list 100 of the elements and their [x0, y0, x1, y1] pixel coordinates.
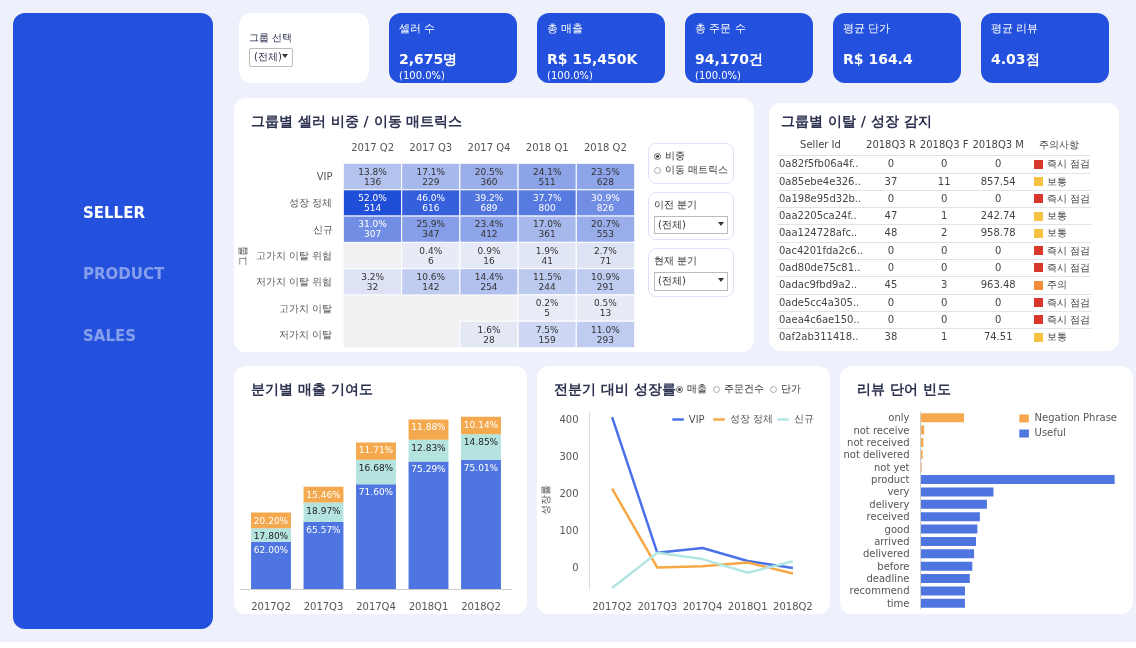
y-tick-label: not delivered	[843, 449, 910, 461]
text: 0	[940, 192, 948, 204]
text: 47	[884, 210, 898, 222]
annotation: 142	[422, 282, 440, 293]
category-label: 0ad80de75c81..	[779, 261, 861, 273]
y-tick-label: VIP	[316, 171, 333, 183]
data-label: 10.9%	[591, 272, 621, 283]
text: 주의사항	[1038, 139, 1079, 150]
category-label: 0a198e95d32b..	[779, 192, 862, 204]
data-label: 7.5%	[535, 324, 560, 335]
data-label: 20.7%	[591, 219, 621, 230]
y-tick-label: very	[887, 486, 910, 498]
y-tick-label: only	[888, 412, 910, 424]
annotation: 16	[483, 255, 495, 266]
text: 958.78	[980, 227, 1016, 239]
y-tick-label: not received	[847, 436, 910, 448]
annotation: 11.88%	[411, 422, 447, 433]
annotation: 62.00%	[253, 544, 289, 555]
annotation: 291	[596, 282, 614, 293]
text: 2018Q3 R	[866, 139, 916, 150]
text: 0	[940, 261, 948, 273]
annotation: 14.85%	[463, 437, 499, 448]
annotation: 12.83%	[411, 442, 447, 453]
text: 94,170건	[695, 50, 764, 67]
y-tick-label: 신규	[312, 223, 333, 235]
data-label: 25.9%	[416, 219, 446, 230]
text: 즉시 점검	[1046, 313, 1091, 325]
category-label: 0ac4201fda2c6..	[779, 244, 864, 256]
data-label: 0.5%	[593, 298, 618, 309]
text: 74.51	[983, 331, 1013, 343]
text: 4.03점	[991, 50, 1040, 67]
text: 주의	[1046, 279, 1067, 291]
x-tick-label: 2017 Q4	[467, 141, 511, 153]
text: 그룹 선택	[249, 31, 293, 45]
x-tick-label: 2018Q2	[461, 600, 501, 612]
annotation: 800	[538, 203, 557, 214]
data-label: 23.5%	[591, 166, 621, 177]
annotation: 15.46%	[306, 489, 342, 500]
text: R$ 164.4	[843, 50, 913, 67]
text: 1	[940, 210, 948, 222]
x-tick-label: 2017Q4	[682, 600, 723, 612]
y-tick-label: 저가치 이탈 위험	[256, 276, 333, 288]
text: (전체)	[658, 274, 686, 289]
text: 38	[884, 331, 898, 343]
text: 0	[940, 296, 948, 308]
category-label: 평균 단가	[843, 21, 892, 37]
data-label: 11.0%	[591, 324, 621, 335]
legend-label: Useful	[1034, 427, 1066, 438]
data-label: 13.8%	[358, 166, 388, 177]
text: 주문건수	[722, 383, 764, 394]
legend-label: Negation Phrase	[1034, 412, 1117, 423]
annotation: 71.60%	[358, 487, 394, 498]
x-tick-label: 2018Q1	[408, 600, 449, 612]
data-label: 0.2%	[535, 298, 560, 309]
text: (100.0%)	[547, 69, 593, 81]
y-tick-label: deadline	[866, 573, 910, 585]
data-label: 1.6%	[477, 324, 501, 335]
text: 0	[995, 261, 1002, 273]
data-label: 17.0%	[532, 219, 562, 230]
x-tick-label: 2017Q2	[251, 600, 291, 612]
text: 보통	[1046, 175, 1067, 187]
data-label: 0.4%	[419, 245, 443, 256]
annotation: 75.29%	[411, 464, 447, 475]
chart-title: 그룹별 셀러 비중 / 이동 매트릭스	[251, 112, 463, 131]
y-tick-label: 200	[559, 488, 579, 500]
text: (100.0%)	[695, 69, 741, 81]
text: 매출	[685, 383, 707, 394]
category-label: 0a82f5fb06a4f..	[779, 158, 859, 170]
y-tick-label: good	[884, 523, 910, 535]
text: 45	[884, 279, 898, 291]
annotation: 5	[544, 308, 551, 319]
y-tick-label: 300	[559, 451, 579, 462]
chart-title: 리뷰 단어 빈도	[857, 380, 951, 399]
annotation: 17.80%	[253, 531, 289, 542]
text: SELLER	[83, 203, 146, 224]
y-tick-label: 400	[559, 413, 579, 425]
data-label: 30.9%	[591, 193, 621, 204]
annotation: 28	[483, 334, 495, 345]
text: 0	[995, 158, 1002, 170]
data-label: 39.2%	[474, 193, 504, 204]
annotation: 18.97%	[306, 505, 342, 516]
x-tick-label: 2017 Q3	[409, 141, 453, 153]
category-label: 0adac9fbd9a2..	[779, 279, 858, 291]
annotation: 293	[596, 334, 614, 345]
data-label: 2.7%	[593, 245, 618, 256]
x-tick-label: 2018 Q2	[583, 141, 627, 153]
text: 242.74	[980, 210, 1016, 222]
annotation: 136	[364, 176, 382, 187]
legend-label: 성장 정체	[729, 412, 773, 426]
x-tick-label: 2017Q4	[356, 600, 396, 612]
annotation: 347	[422, 229, 440, 240]
text: 37	[884, 175, 898, 187]
annotation: 616	[422, 203, 440, 214]
text: 즉시 점검	[1046, 158, 1091, 170]
legend-label: 신규	[794, 412, 814, 426]
y-tick-label: product	[871, 474, 910, 486]
y-tick-label: recommend	[849, 585, 910, 597]
text: 이동 매트릭스	[664, 163, 729, 178]
text: 0	[995, 296, 1002, 308]
text: 1	[940, 331, 948, 343]
